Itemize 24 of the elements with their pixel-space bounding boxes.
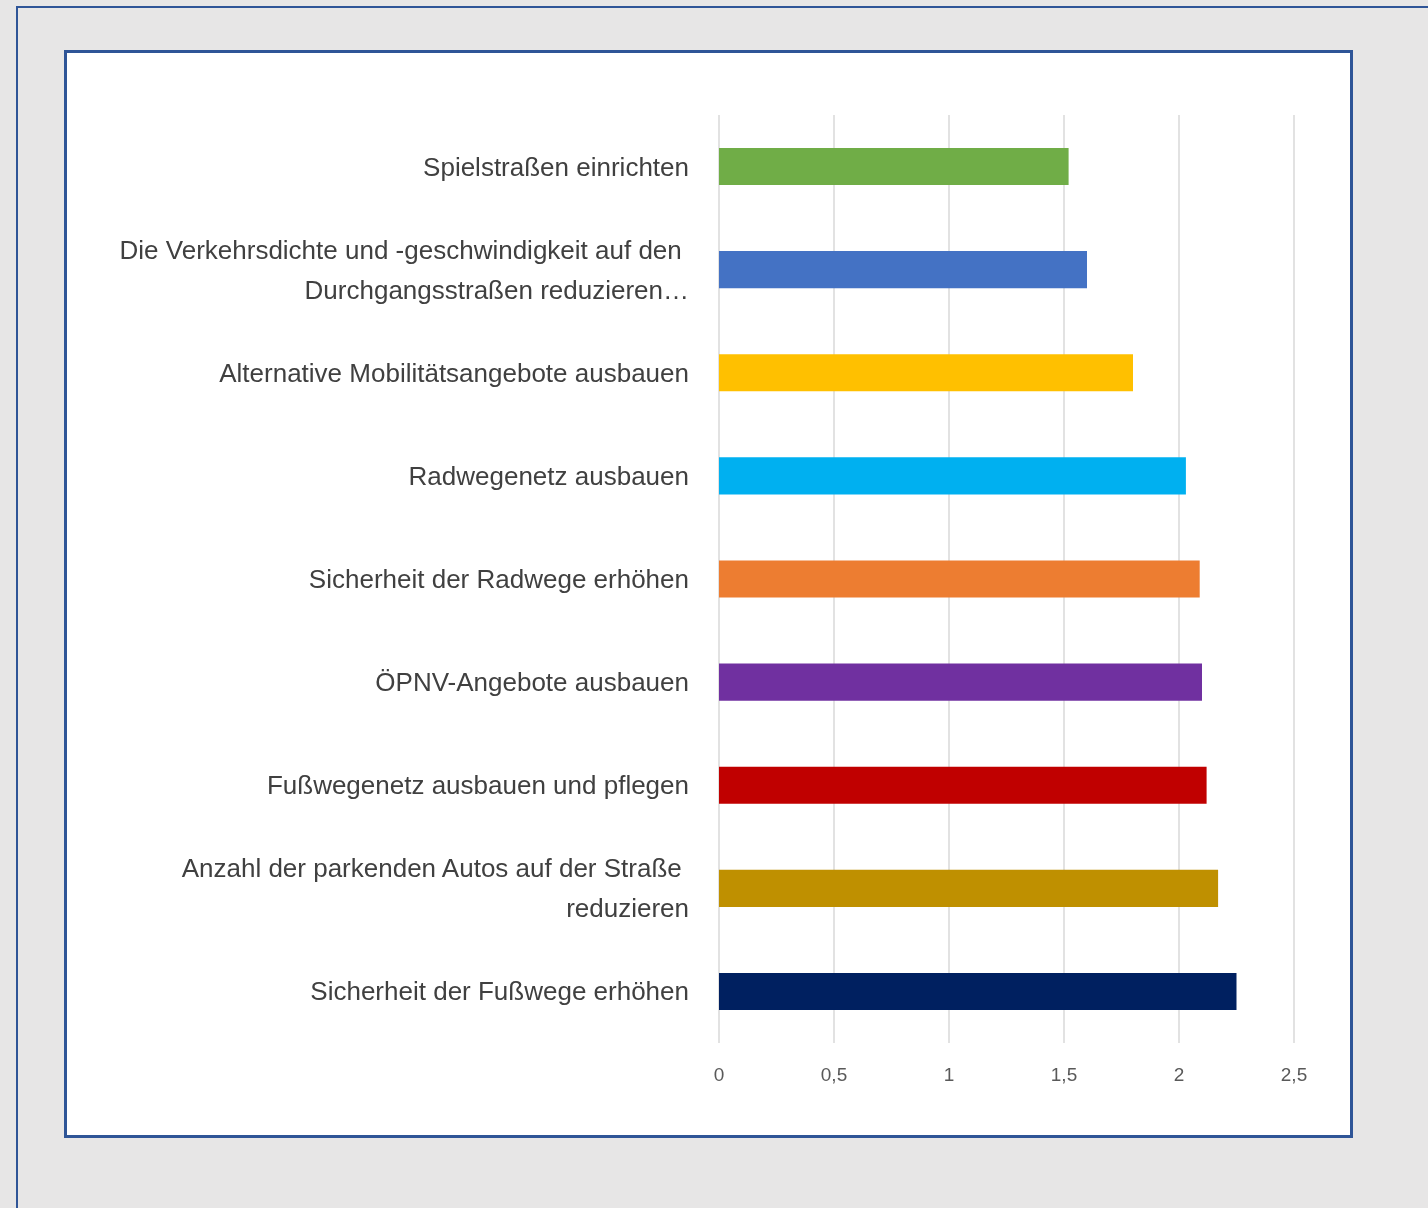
y-tick-label: Sicherheit der Fußwege erhöhen xyxy=(310,976,689,1007)
x-tick-label: 0,5 xyxy=(820,1064,848,1085)
bar xyxy=(719,869,1219,907)
y-tick-label: ÖPNV-Angebote ausbauen xyxy=(375,667,689,698)
bar xyxy=(719,663,1202,701)
y-tick-label: Fußwegenetz ausbauen und pflegen xyxy=(266,770,689,801)
x-tick-label: 1 xyxy=(943,1064,955,1085)
bar xyxy=(719,354,1133,392)
bar xyxy=(719,148,1069,186)
bar xyxy=(719,560,1200,598)
bar xyxy=(719,457,1186,495)
bar xyxy=(719,766,1207,804)
x-tick-label: 0 xyxy=(713,1064,725,1085)
y-tick-label: Die Verkehrsdichte und -geschwindigkeit auf den Durchgangsstraßen reduzieren… xyxy=(119,234,689,305)
y-tick-label: Spielstraßen einrichten xyxy=(423,151,689,182)
y-tick-label: Sicherheit der Radwege erhöhen xyxy=(308,564,689,594)
y-tick-label: Anzahl der parkenden Autos auf der Straße reduzieren xyxy=(181,853,689,924)
y-tick-label: Alternative Mobilitätsangebote ausbauen xyxy=(219,357,689,388)
x-tick-label: 2,5 xyxy=(1280,1064,1308,1085)
bar xyxy=(719,251,1087,289)
x-tick-label: 1,5 xyxy=(1050,1064,1078,1085)
y-tick-label: Radwegenetz ausbauen xyxy=(408,460,689,491)
bar xyxy=(719,972,1237,1010)
x-tick-label: 2 xyxy=(1173,1064,1185,1085)
